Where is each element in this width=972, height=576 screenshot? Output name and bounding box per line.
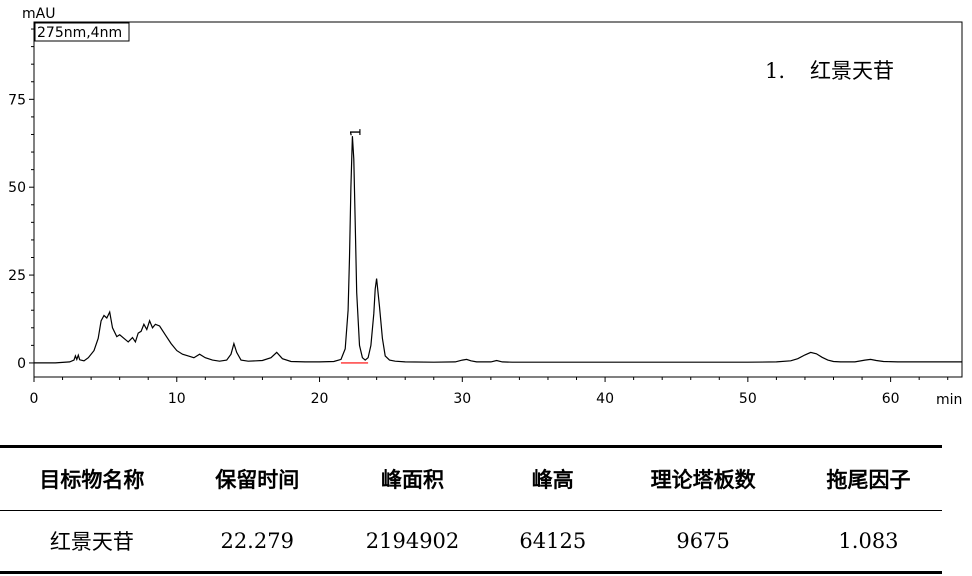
peak-label-1: 1 xyxy=(348,128,364,137)
channel-label-box xyxy=(34,22,130,42)
cell-tailing-factor: 1.083 xyxy=(794,510,942,574)
cell-target-name: 红景天苷 xyxy=(0,510,184,574)
results-table: 目标物名称 保留时间 峰面积 峰高 理论塔板数 拖尾因子 红景天苷 22.279… xyxy=(0,445,942,574)
header-retention-time: 保留时间 xyxy=(183,445,331,511)
legend-number: 1. xyxy=(765,59,785,83)
results-header-row: 目标物名称 保留时间 峰面积 峰高 理论塔板数 拖尾因子 xyxy=(0,445,942,511)
x-tick-label: 30 xyxy=(453,391,471,407)
x-tick-label: 0 xyxy=(30,391,39,407)
y-tick-label: 25 xyxy=(8,268,26,284)
y-tick-label: 0 xyxy=(17,356,26,372)
header-peak-height: 峰高 xyxy=(494,445,612,511)
header-theoretical-plates: 理论塔板数 xyxy=(611,445,795,511)
header-tailing-factor: 拖尾因子 xyxy=(794,445,942,511)
chromatogram-trace xyxy=(34,136,962,364)
x-axis-ticks: 0 10 20 30 40 50 60 xyxy=(30,377,949,407)
cell-peak-height: 64125 xyxy=(494,510,612,574)
table-row: 红景天苷 22.279 2194902 64125 9675 1.083 xyxy=(0,510,942,574)
x-tick-label: 20 xyxy=(311,391,329,407)
plot-frame xyxy=(33,21,963,378)
x-tick-label: 10 xyxy=(168,391,186,407)
y-axis-unit: mAU xyxy=(22,6,55,22)
x-axis-unit: min xyxy=(936,392,962,408)
y-tick-label: 75 xyxy=(8,92,26,108)
y-tick-label: 50 xyxy=(8,180,26,196)
header-peak-area: 峰面积 xyxy=(330,445,495,511)
channel-label: 275nm,4nm xyxy=(37,25,122,41)
x-tick-label: 50 xyxy=(739,391,757,407)
chromatogram-chart: mAU min 275nm,4nm 0 10 20 30 40 50 60 0255075 … xyxy=(8,6,963,408)
cell-retention-time: 22.279 xyxy=(183,510,331,574)
cell-theoretical-plates: 9675 xyxy=(611,510,795,574)
cell-peak-area: 2194902 xyxy=(330,510,495,574)
legend-compound-name: 红景天苷 xyxy=(810,59,894,83)
x-tick-label: 40 xyxy=(596,391,614,407)
y-axis-ticks: 0 25 50 75 xyxy=(8,28,34,372)
header-target-name: 目标物名称 xyxy=(0,445,184,511)
x-tick-label: 60 xyxy=(882,391,900,407)
